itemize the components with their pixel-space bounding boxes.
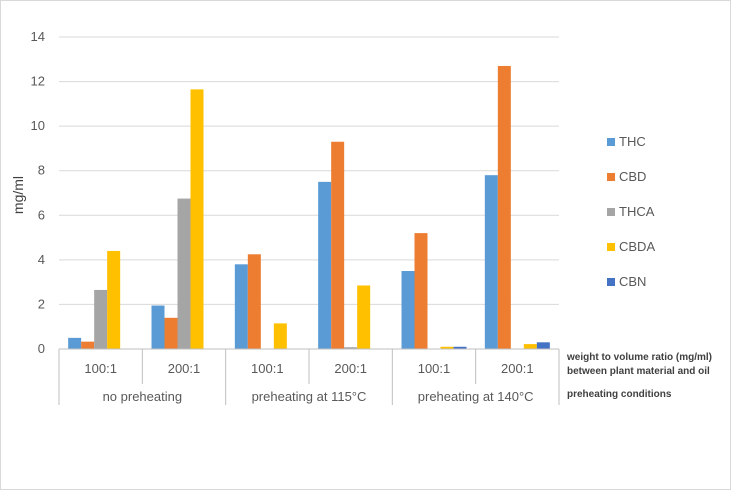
bar-cbn — [453, 346, 467, 349]
bar-thca — [344, 347, 358, 349]
legend-swatch-cbn — [607, 278, 615, 286]
bar-cbd — [247, 254, 261, 349]
y-axis-ticks: 0 2 4 6 8 10 12 14 — [31, 29, 45, 356]
legend-label-cbda: CBDA — [619, 239, 655, 254]
legend-swatch-thc — [607, 138, 615, 146]
ratio-axis-label-line1: weight to volume ratio (mg/ml) — [566, 352, 712, 363]
y-tick-label: 8 — [38, 163, 45, 178]
bar-cbd — [164, 317, 178, 349]
bar-cbda — [273, 323, 287, 349]
x-category-label: 100:1 — [84, 361, 117, 376]
x-category-label: 200:1 — [501, 361, 534, 376]
legend-label-thca: THCA — [619, 204, 655, 219]
x-group-label: preheating at 115°C — [252, 389, 367, 404]
bar-cbda — [107, 250, 121, 349]
bar-cbd — [414, 233, 428, 349]
bar-thc — [151, 305, 165, 349]
bar-thc — [68, 337, 82, 349]
bar-thca — [177, 198, 191, 349]
x-group-label: preheating at 140°C — [418, 389, 534, 404]
x-category-label: 200:1 — [334, 361, 367, 376]
legend-swatch-thca — [607, 208, 615, 216]
legend-swatch-cbda — [607, 243, 615, 251]
legend-label-cbn: CBN — [619, 274, 646, 289]
gridlines — [59, 36, 559, 305]
x-category-label: 200:1 — [168, 361, 201, 376]
conditions-axis-label: preheating conditions — [567, 389, 672, 400]
y-tick-label: 14 — [31, 29, 45, 44]
y-tick-label: 10 — [31, 118, 45, 133]
bar-thc — [318, 181, 332, 349]
bar-cbd — [497, 65, 511, 349]
bar-cbda — [357, 285, 371, 349]
legend-label-cbd: CBD — [619, 169, 646, 184]
bars — [68, 65, 550, 349]
legend-swatch-cbd — [607, 173, 615, 181]
y-axis-label: mg/ml — [10, 176, 26, 214]
x-axis: 100:1 200:1 no preheating 100:1 200:1 preheat… — [58, 348, 560, 405]
bar-cbda — [523, 344, 537, 349]
y-tick-label: 12 — [31, 74, 45, 89]
bar-thc — [401, 271, 415, 349]
bar-thc — [234, 264, 248, 349]
ratio-axis-label-line2: between plant material and oil — [567, 366, 710, 377]
bar-thca — [94, 289, 108, 349]
bar-thc — [484, 175, 498, 349]
bar-cbd — [81, 341, 95, 349]
y-tick-label: 2 — [38, 296, 45, 311]
bar-cbda — [190, 89, 204, 349]
legend: THC CBD THCA CBDA CBN — [607, 134, 655, 289]
bar-cbd — [331, 141, 345, 349]
x-category-label: 100:1 — [418, 361, 451, 376]
y-tick-label: 0 — [38, 341, 45, 356]
y-tick-label: 6 — [38, 207, 45, 222]
bar-cbn — [536, 342, 550, 349]
x-group-label: no preheating — [103, 389, 183, 404]
x-category-label: 100:1 — [251, 361, 284, 376]
legend-label-thc: THC — [619, 134, 646, 149]
bar-cbda — [440, 346, 454, 349]
y-tick-label: 4 — [38, 252, 45, 267]
